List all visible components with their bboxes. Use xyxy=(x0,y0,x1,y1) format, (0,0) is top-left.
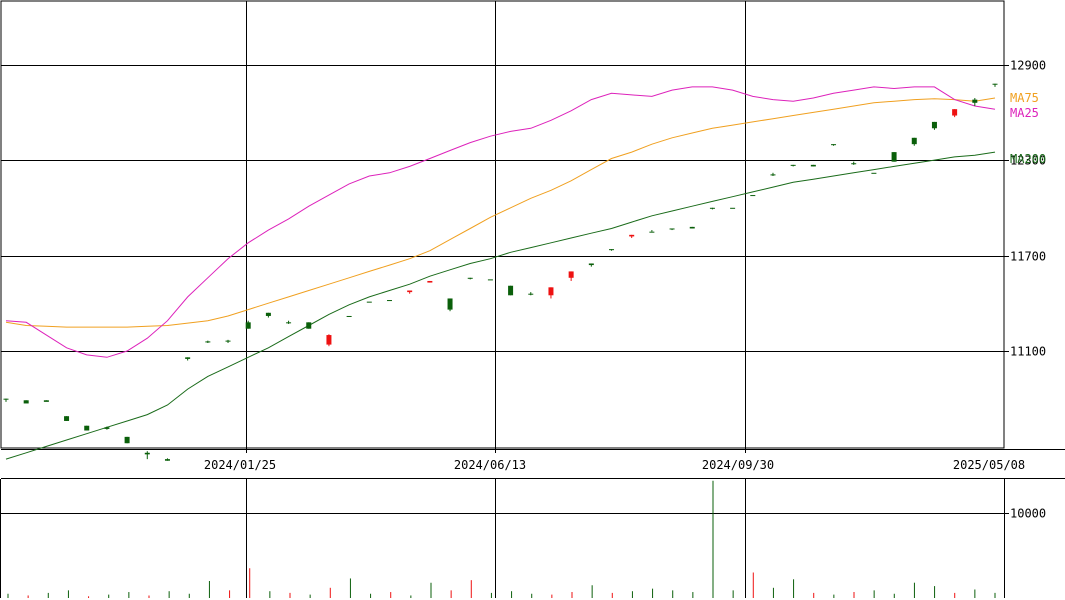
candle-body xyxy=(528,293,534,295)
candle-body xyxy=(306,322,312,329)
candle-body xyxy=(467,277,473,279)
candle-body xyxy=(891,152,897,162)
candle-body xyxy=(265,312,271,316)
candle-body xyxy=(366,301,372,303)
date-tick-label: 2024/01/25 xyxy=(204,458,276,472)
candle-body xyxy=(205,341,211,343)
candle-body xyxy=(346,315,352,317)
price-tick-label: 12300 xyxy=(1010,154,1046,168)
candle-body xyxy=(649,231,655,233)
candle-body xyxy=(326,335,332,345)
date-tick-label: 2025/05/08 xyxy=(953,458,1025,472)
candle-body xyxy=(164,459,170,461)
price-panel-frame xyxy=(0,0,1005,449)
date-axis-labels: 2024/01/25 2024/06/13 2024/09/30 2025/05/08 xyxy=(204,458,1025,472)
candle-body xyxy=(3,398,9,400)
candle-body xyxy=(286,322,292,324)
ma200-series xyxy=(5,151,996,460)
candle-body xyxy=(386,300,392,302)
candle-body xyxy=(972,99,978,103)
candle-body xyxy=(810,164,816,167)
price-grid xyxy=(0,0,1065,479)
candlesticks xyxy=(3,83,998,461)
candle-body xyxy=(629,234,635,237)
candle-body xyxy=(911,137,917,145)
candle-body xyxy=(689,226,695,229)
price-tick-label: 12900 xyxy=(1010,59,1046,73)
volume-tick-label: 10000 xyxy=(1010,507,1046,521)
candle-body xyxy=(225,340,231,342)
candle-body xyxy=(124,436,130,444)
volume-grid xyxy=(0,479,1009,598)
candle-body xyxy=(992,83,998,85)
candle-body xyxy=(23,400,29,404)
candle-body xyxy=(487,279,493,281)
candle-body xyxy=(568,271,574,278)
legend-ma200: MA200 xyxy=(1010,152,1046,166)
candle-body xyxy=(104,427,110,429)
candle-body xyxy=(407,290,413,293)
date-tick-label: 2024/09/30 xyxy=(702,458,774,472)
candle-body xyxy=(790,164,796,166)
legend-ma25: MA25 xyxy=(1010,106,1039,120)
ma25-series xyxy=(5,86,996,358)
candle-body xyxy=(144,452,150,455)
candle-body xyxy=(43,400,49,402)
ma200-line xyxy=(5,151,996,460)
candle-body xyxy=(245,322,251,329)
volume-bars xyxy=(7,480,996,598)
candle-body xyxy=(750,195,756,197)
volume-axis-labels: 10000 xyxy=(1010,507,1046,521)
price-tick-label: 11100 xyxy=(1010,345,1046,359)
ma75-line xyxy=(5,97,996,328)
candle-body xyxy=(548,287,554,296)
candle-body xyxy=(609,249,615,251)
candle-body xyxy=(447,298,453,310)
candle-body xyxy=(770,174,776,176)
candle-body xyxy=(84,425,90,431)
ma75-series xyxy=(5,97,996,328)
candle-body xyxy=(588,263,594,266)
price-axis-labels: 11100 11700 12300 12900 xyxy=(1010,59,1046,359)
candle-body xyxy=(871,172,877,174)
candle-body xyxy=(508,285,514,296)
candle-body xyxy=(669,228,675,230)
candle-body xyxy=(730,207,736,209)
candle-body xyxy=(831,144,837,146)
candle-body xyxy=(931,121,937,129)
legend-ma75: MA75 xyxy=(1010,91,1039,105)
candle-body xyxy=(185,357,191,359)
price-tick-label: 11700 xyxy=(1010,250,1046,264)
candle-body xyxy=(851,163,857,165)
candle-body xyxy=(64,416,70,421)
ma25-line xyxy=(5,86,996,358)
candle-body xyxy=(427,280,433,283)
candle-body xyxy=(709,207,715,209)
date-tick-label: 2024/06/13 xyxy=(454,458,526,472)
candle-body xyxy=(952,109,958,116)
